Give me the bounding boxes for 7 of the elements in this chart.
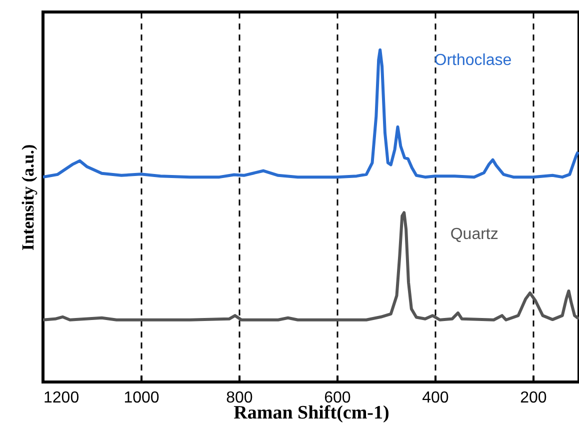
text: Quartz: [450, 226, 498, 243]
x-tick-label: 1000: [124, 390, 160, 406]
x-tick-label: 400: [422, 390, 449, 406]
x-tick-label: 1200: [44, 390, 80, 406]
text: Orthoclase: [434, 52, 512, 70]
x-tick-label: 200: [520, 390, 547, 406]
y-axis-title: Intensity (a.u.): [18, 144, 38, 251]
